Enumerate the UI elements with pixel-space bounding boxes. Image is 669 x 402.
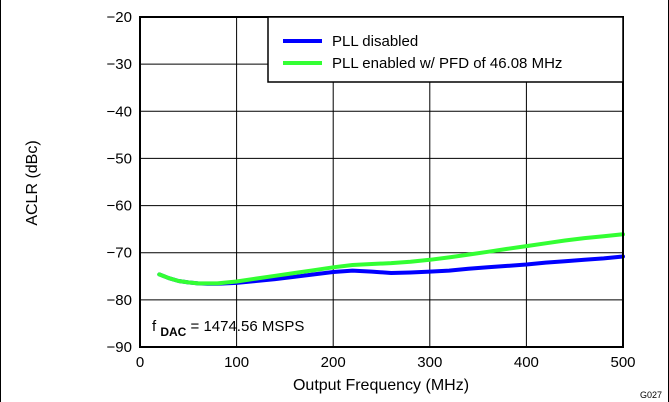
y-tick-label: −50	[107, 150, 132, 167]
x-tick-label: 100	[224, 354, 249, 371]
series-line-pll-disabled	[157, 254, 625, 286]
x-tick-label: 200	[321, 354, 346, 371]
annotation-subscript: DAC	[160, 325, 186, 339]
y-tick-label: −80	[107, 292, 132, 309]
tick-labels: 0 100 200 300 400 500 −20 −30 −40 −50 −60 −70 −80 −90	[107, 9, 636, 371]
y-tick-label: −30	[107, 56, 132, 73]
legend: PLL disabled PLL enabled w/ PFD of 46.08…	[267, 16, 624, 83]
x-tick-label: 500	[610, 354, 635, 371]
x-axis-title: Output Frequency (MHz)	[293, 377, 469, 394]
legend-box	[267, 16, 624, 83]
y-tick-label: −20	[107, 9, 132, 26]
series-line-pll-enabled	[157, 232, 625, 286]
y-tick-label: −90	[107, 339, 132, 356]
y-tick-label: −60	[107, 198, 132, 215]
y-axis-title: ACLR (dBc)	[24, 140, 41, 225]
series-layer	[157, 232, 625, 286]
x-tick-label: 400	[514, 354, 539, 371]
y-tick-label: −70	[107, 245, 132, 262]
x-tick-label: 300	[417, 354, 442, 371]
legend-label-pll-enabled: PLL enabled w/ PFD of 46.08 MHz	[332, 55, 562, 72]
x-tick-label: 0	[136, 354, 144, 371]
figure-id: G027	[640, 390, 662, 400]
sample-rate-annotation: f DAC = 1474.56 MSPS	[152, 318, 304, 340]
y-tick-label: −40	[107, 103, 132, 120]
legend-label-pll-disabled: PLL disabled	[332, 33, 418, 50]
annotation-value: = 1474.56 MSPS	[191, 318, 305, 335]
annotation-f: f	[152, 318, 157, 335]
